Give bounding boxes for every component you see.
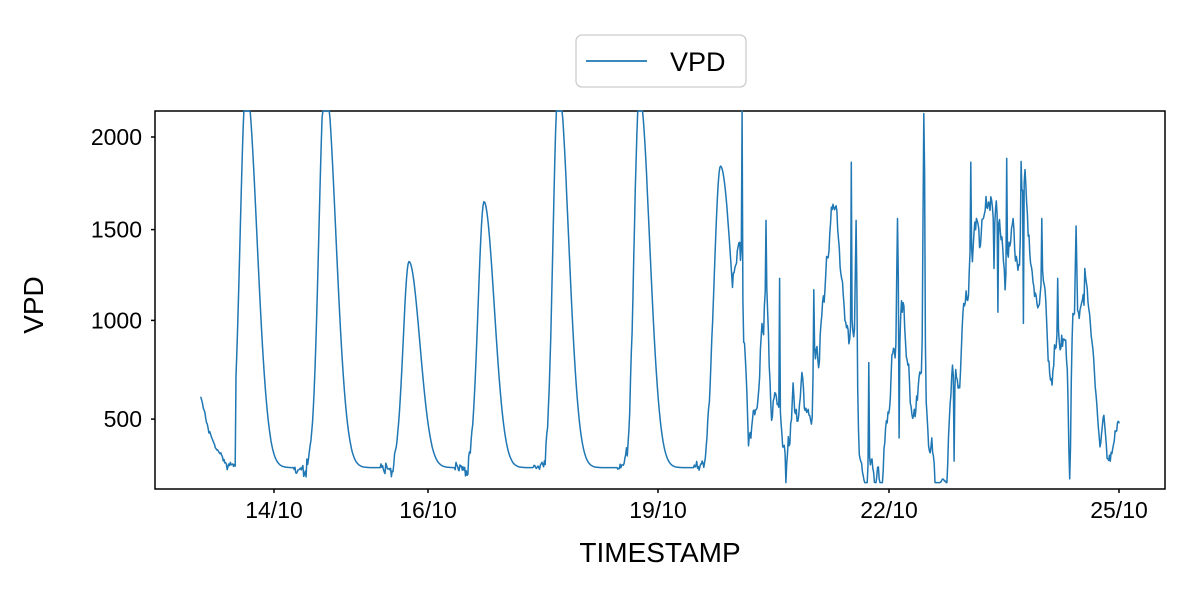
svg-text:1000: 1000 [91, 307, 142, 333]
svg-text:14/10: 14/10 [245, 497, 303, 523]
svg-text:500: 500 [104, 406, 142, 432]
svg-text:19/10: 19/10 [629, 497, 687, 523]
svg-text:22/10: 22/10 [860, 497, 918, 523]
svg-text:VPD: VPD [670, 47, 726, 77]
svg-text:25/10: 25/10 [1090, 497, 1148, 523]
svg-text:16/10: 16/10 [399, 497, 457, 523]
svg-text:1500: 1500 [91, 217, 142, 243]
svg-text:2000: 2000 [91, 124, 142, 150]
svg-text:VPD: VPD [18, 276, 49, 334]
svg-text:TIMESTAMP: TIMESTAMP [579, 537, 740, 568]
